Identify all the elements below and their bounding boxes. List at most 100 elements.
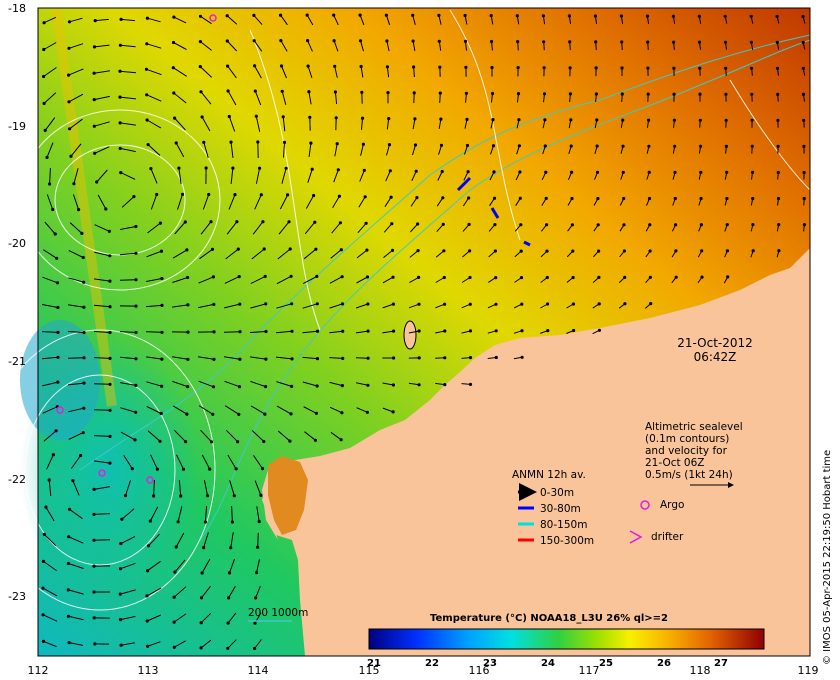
velocity-arrow-head [699,196,703,201]
velocity-arrow-head [466,170,470,174]
velocity-arrow-head [119,542,123,546]
velocity-arrow-head [673,144,677,148]
velocity-arrow-head [307,90,311,94]
velocity-arrow-head [622,223,626,227]
velocity-arrow [173,92,187,104]
velocity-arrow [178,479,182,497]
velocity-arrow [283,142,285,158]
velocity-arrow-head [544,170,548,174]
velocity-arrow-head [443,356,447,360]
colorbar-tick: 27 [714,658,728,669]
velocity-arrow [146,614,162,622]
velocity-arrow [308,143,312,157]
velocity-arrow-head [801,14,805,19]
velocity-arrow-head [134,330,138,334]
velocity-arrow-head [412,91,416,95]
velocity-arrow-head [262,439,266,444]
velocity-arrow-head [417,329,421,333]
lon-tick: 119 [798,664,819,677]
velocity-arrow-head [56,355,60,359]
velocity-arrow-head [226,64,230,68]
velocity-arrow-head [130,467,134,471]
velocity-arrow-head [391,275,395,279]
velocity-arrow-head [412,65,416,69]
velocity-arrow-head [66,614,70,618]
velocity-arrow-head [253,646,257,651]
velocity-arrow-head [698,66,702,70]
velocity-arrow-head [171,66,175,70]
velocity-arrow-head [437,39,441,43]
velocity-arrow [119,356,137,360]
velocity-arrow [200,91,212,105]
velocity-arrow-head [200,115,204,119]
anmn-item-label: 30-80m [540,503,581,515]
time-label: 06:42Z [694,350,737,364]
velocity-arrow-head [468,329,473,333]
velocity-arrow-head [337,194,341,198]
velocity-arrow [302,356,318,360]
velocity-arrow-head [210,247,215,251]
lat-tick: -23 [8,590,26,603]
velocity-arrow-head [543,144,547,148]
velocity-arrow-head [81,431,85,435]
velocity-arrow [361,118,363,130]
velocity-arrow [150,168,158,184]
velocity-arrow [70,143,82,157]
velocity-arrow [409,250,419,258]
velocity-arrow-head [315,329,320,333]
velocity-arrow-head [570,196,574,201]
velocity-arrow-head [776,170,780,175]
velocity-arrow [96,169,108,183]
velocity-arrow-head [463,13,467,18]
velocity-arrow [68,536,84,544]
velocity-arrow-head [725,223,729,227]
velocity-arrow-head [313,438,318,442]
velocity-arrow-head [490,91,495,96]
velocity-arrow [198,405,214,415]
velocity-arrow [175,142,185,158]
velocity-arrow-head [776,144,780,148]
velocity-arrow [409,276,419,284]
velocity-arrow-head [334,116,338,120]
velocity-arrow-head [699,144,703,148]
velocity-arrow-head [146,143,150,147]
velocity-arrow-head [568,92,573,96]
velocity-arrow-head [801,40,805,45]
velocity-arrow [177,506,183,522]
map-frame [37,7,811,657]
velocity-arrow-head [417,356,421,360]
velocity-arrow [119,279,137,281]
velocity-arrow-head [493,249,497,253]
velocity-arrow-head [233,193,237,197]
velocity-arrow-head [259,493,263,497]
colorbar-tick: 22 [425,658,439,669]
velocity-arrow-head [489,14,493,18]
velocity-arrow-head [360,90,364,94]
velocity-arrow [302,381,318,387]
velocity-arrow-head [186,330,190,334]
velocity-arrow-head [340,302,345,306]
velocity-arrow-head [646,92,650,96]
velocity-arrow [44,221,56,235]
velocity-arrow-head [235,220,239,224]
credit-text: © IMOS 05-Apr-2015 22:19:50 Hobart time [822,450,833,665]
velocity-arrow-head [212,302,216,306]
velocity-arrow-head [490,39,494,44]
velocity-arrow-head [391,410,395,414]
velocity-arrow-head [674,275,678,279]
velocity-arrow-head [82,330,86,335]
velocity-arrow [412,15,416,25]
velocity-arrow-head [569,118,573,122]
velocity-arrows [41,13,807,651]
velocity-arrow-head [72,182,76,186]
velocity-arrow-head [160,276,164,281]
velocity-arrow-head [620,92,624,96]
velocity-arrow-head [775,40,779,45]
velocity-arrow-head [542,92,547,96]
velocity-arrow-head [594,66,598,70]
velocity-arrow-head [181,467,186,471]
velocity-arrow [334,91,338,105]
velocity-arrow [94,121,110,127]
velocity-arrow [227,90,237,106]
